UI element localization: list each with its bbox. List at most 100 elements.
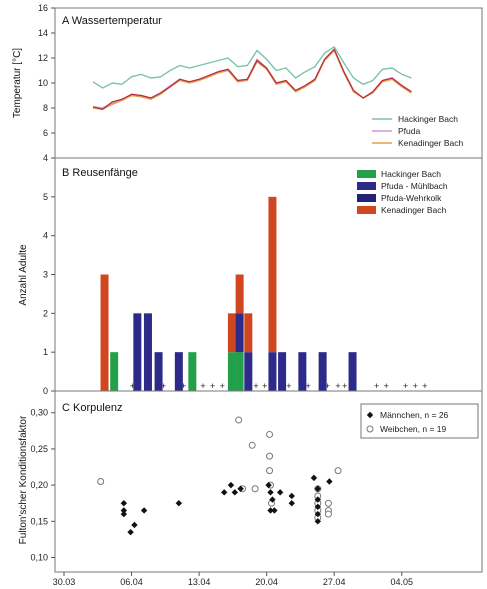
panel-c-point-male xyxy=(314,496,321,503)
panel-a-legend-label: Kenadinger Bach xyxy=(398,138,463,148)
panel-c-point-female xyxy=(266,452,274,460)
panel-b-legend-swatch xyxy=(357,170,376,178)
panel-c-ytick-label: 0,10 xyxy=(30,553,48,563)
panel-b-yticks: 0 1 2 3 4 5 xyxy=(43,192,55,396)
panel-c-title: C Korpulenz xyxy=(62,402,123,414)
panel-c-xtick-label: 04.05 xyxy=(390,577,413,587)
panel-a-legend: Hackinger Bach Pfuda Kenadinger Bach xyxy=(372,114,463,148)
panel-b-ytick-label: 0 xyxy=(43,386,48,396)
panel-c-legend-label: Männchen, n = 26 xyxy=(380,410,449,420)
panel-b-zero-marker: + xyxy=(286,381,291,391)
panel-c-point-female xyxy=(248,441,256,449)
panel-b-legend: Hackinger Bach Pfuda - Mühlbach Pfuda-Wehr… xyxy=(357,169,448,215)
panel-c-point-male xyxy=(120,510,128,518)
panel-b-zero-marker: + xyxy=(130,381,135,391)
panel-b-ytick-label: 1 xyxy=(43,347,48,357)
panel-b-bar-segment xyxy=(235,274,244,314)
panel-c-point-female xyxy=(324,510,332,518)
panel-b-bar-segment xyxy=(188,352,197,391)
panel-b-ytick-label: 3 xyxy=(43,270,48,280)
panel-b-title: B Reusenfänge xyxy=(62,167,138,179)
panel-b-zero-marker: + xyxy=(335,381,340,391)
panel-c-points xyxy=(97,416,342,536)
panel-b-zero-marker: + xyxy=(200,381,205,391)
panel-a-ytick-label: 8 xyxy=(43,103,48,113)
panel-a-yticks: 4 6 8 10 12 14 16 xyxy=(38,3,55,163)
panel-c-point-male xyxy=(120,500,128,507)
panel-c-point-male xyxy=(314,503,321,511)
panel-c-point-male xyxy=(326,478,333,485)
panel-b-zero-marker: + xyxy=(253,381,258,391)
panel-c-xtick-label: 06.04 xyxy=(120,577,143,587)
panel-c-point-male xyxy=(314,518,321,525)
panel-c-yticks: 0,10 0,15 0,20 0,25 0,30 xyxy=(30,408,55,563)
panel-c-point-male xyxy=(267,507,274,514)
panel-a-ytick-label: 12 xyxy=(38,53,48,63)
panel-b-bar-segment xyxy=(244,352,253,391)
panel-b-bar-segment xyxy=(235,313,244,353)
panel-b-zero-marker: + xyxy=(306,381,311,391)
panel-b-zero-marker: + xyxy=(181,381,186,391)
panel-b-ylabel: Anzahl Adulte xyxy=(18,244,29,306)
panel-a-ytick-label: 14 xyxy=(38,28,48,38)
panel-c-xtick-label: 30.03 xyxy=(53,577,76,587)
panel-c-xtick-label: 13.04 xyxy=(188,577,211,587)
panel-c-point-female xyxy=(324,499,332,507)
panel-c-point-male xyxy=(288,500,295,507)
panel-b-bar-segment xyxy=(143,313,152,391)
panel-b-legend-label: Kenadinger Bach xyxy=(381,205,446,215)
panel-b-bar-segment xyxy=(227,352,236,391)
panel-b-bars xyxy=(100,196,357,391)
panel-c-xtick-label: 20.04 xyxy=(255,577,278,587)
panel-c-legend: Männchen, n = 26 Weibchen, n = 19 xyxy=(360,403,479,439)
panel-a-ylabel: Temperatur [°C] xyxy=(12,48,23,118)
panel-b-ytick-label: 2 xyxy=(43,308,48,318)
panel-b-bar-segment xyxy=(318,352,327,391)
panel-b-bar-segment xyxy=(278,352,287,391)
panel-b-bar-segment xyxy=(100,274,109,391)
panel-c-point-male xyxy=(276,489,284,496)
panel-b-zero-marker: + xyxy=(210,381,215,391)
panel-c-point-female xyxy=(97,478,105,485)
panel-b-zero-markers: + + + + + + + + + + + + + + + + + + xyxy=(130,381,428,391)
panel-b-zero-marker: + xyxy=(403,381,408,391)
panel-a: A Wassertemperatur Temperatur [°C] 4 6 8 10… xyxy=(12,3,483,163)
panel-b-bar-segment xyxy=(244,313,253,353)
panel-a-line-dark-0 xyxy=(92,48,412,110)
panel-c-point-male xyxy=(140,507,148,514)
panel-a-title: A Wassertemperatur xyxy=(62,15,162,27)
panel-b-legend-swatch xyxy=(357,182,376,190)
panel-a-ytick-label: 4 xyxy=(43,153,48,163)
panel-c-legend-marker-female xyxy=(366,425,374,433)
panel-c-legend-label: Weibchen, n = 19 xyxy=(380,424,447,434)
panel-c-ytick-label: 0,25 xyxy=(30,444,48,454)
panel-c-legend-box xyxy=(360,403,479,439)
panel-b-zero-marker: + xyxy=(262,381,267,391)
panel-b-bar-segment xyxy=(235,352,244,391)
panel-b-zero-marker: + xyxy=(374,381,379,391)
panel-c-point-male xyxy=(269,496,276,503)
panel-c-point-female xyxy=(251,485,259,493)
panel-b-zero-marker: + xyxy=(384,381,389,391)
panel-c-point-female xyxy=(266,430,274,438)
panel-b-bar-segment xyxy=(268,352,277,391)
panel-a-lines xyxy=(92,45,412,111)
panel-b-zero-marker: + xyxy=(422,381,427,391)
panel-a-ytick-label: 10 xyxy=(38,78,48,88)
panel-c-point-male xyxy=(271,507,278,514)
panel-b-zero-marker: + xyxy=(325,381,330,391)
panel-c-point-male xyxy=(127,528,134,536)
panel-c-point-male xyxy=(220,489,228,496)
panel-b-legend-swatch xyxy=(357,194,376,202)
panel-b-bar-segment xyxy=(298,352,307,391)
panel-b-zero-marker: + xyxy=(342,381,347,391)
panel-b-zero-marker: + xyxy=(220,381,225,391)
panel-b-bar-segment xyxy=(174,352,183,391)
panel-c-xtick-label: 27.04 xyxy=(323,577,346,587)
panel-c-point-male xyxy=(120,507,128,514)
panel-c-point-male xyxy=(227,481,235,489)
panel-c-point-male xyxy=(265,481,272,489)
panel-b-bar-segment xyxy=(110,352,119,391)
